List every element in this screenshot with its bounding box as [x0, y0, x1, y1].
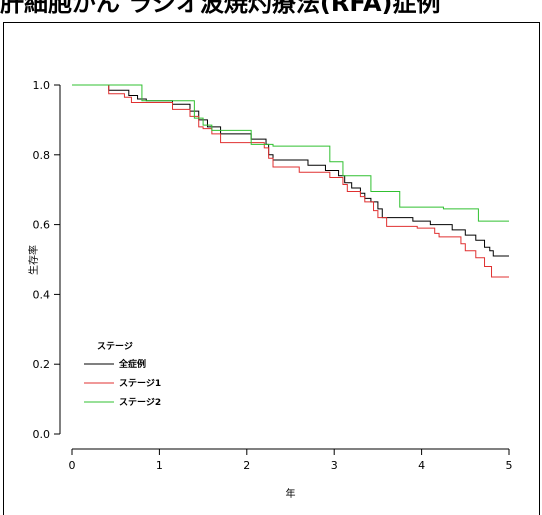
- x-tick-label: 5: [506, 459, 513, 472]
- x-tick-label: 2: [243, 459, 250, 472]
- series-line-2: [72, 84, 509, 278]
- y-tick-label: 0.2: [33, 358, 51, 371]
- x-tick-label: 0: [69, 459, 76, 472]
- x-tick-label: 4: [418, 459, 425, 472]
- legend-label: ステージ1: [119, 378, 161, 389]
- y-tick-label: 1.0: [33, 79, 51, 92]
- x-tick-label: 1: [156, 459, 163, 472]
- axes-group: 0 1 2 3 4 5 年 0.0 0.2 0.4 0.6 0.8 1.0 生存率: [27, 79, 513, 500]
- legend-label: 全症例: [118, 358, 146, 370]
- legend-label: ステージ2: [119, 397, 161, 408]
- y-tick-label: 0.0: [33, 428, 51, 441]
- chart-frame: [3, 22, 540, 515]
- chart-title: 肝細胞がん ラジオ波焼灼療法(RFA)症例: [0, 0, 441, 17]
- y-tick-label: 0.8: [33, 149, 51, 162]
- x-tick-label: 3: [331, 459, 338, 472]
- y-tick-label: 0.4: [33, 288, 51, 301]
- x-axis-label: 年: [286, 487, 296, 500]
- series-line-3: [72, 84, 509, 222]
- series-group: [72, 84, 509, 278]
- y-axis-label: 生存率: [27, 245, 40, 275]
- y-tick-label: 0.6: [33, 219, 51, 232]
- legend-title: ステージ: [97, 341, 133, 352]
- series-line-1: [72, 84, 509, 257]
- title-area: 肝細胞がん ラジオ波焼灼療法(RFA)症例: [0, 0, 542, 18]
